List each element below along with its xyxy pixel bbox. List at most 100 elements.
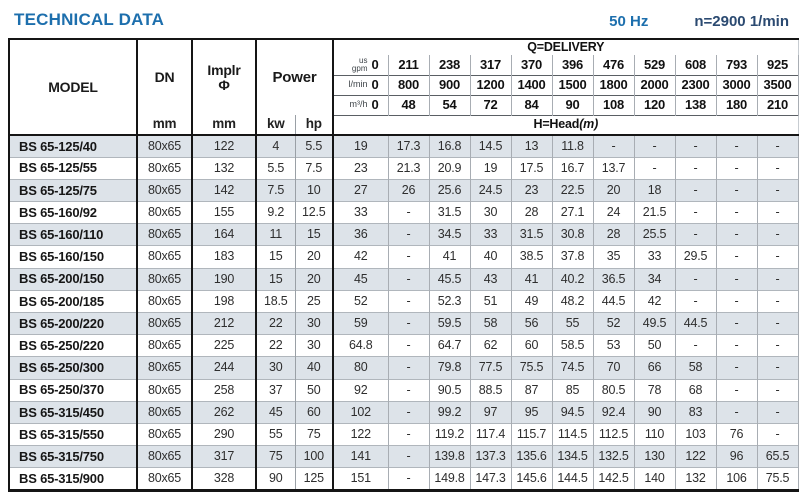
- table-row: BS 65-315/450 80x65 262 45 60 102-99.2 97 95 94.…: [9, 400, 799, 424]
- head-value-cell: 20: [593, 178, 635, 202]
- power-kw-cell: 55: [256, 422, 296, 446]
- head-value-cell: 115.7: [511, 422, 553, 446]
- head-value-cell: 30.8: [552, 223, 594, 246]
- head-value-cell: 122: [675, 445, 717, 468]
- head-value-cell: -: [757, 133, 799, 158]
- head-value-cell: 41: [429, 245, 471, 269]
- flow-value: 210: [757, 94, 799, 115]
- head-value-cell: 33: [634, 245, 676, 269]
- head-value-cell: 14.5: [470, 133, 512, 158]
- head-value-cell: 45: [333, 267, 389, 291]
- model-cell: BS 65-160/150: [9, 245, 138, 269]
- head-value-cell: 58: [470, 311, 512, 335]
- head-value-cell: 27: [333, 178, 389, 202]
- flow-value: 476: [593, 55, 635, 75]
- head-value-cell: 44.5: [593, 289, 635, 313]
- flow-value: 3500: [757, 74, 799, 95]
- head-value-cell: 90.5: [429, 378, 471, 402]
- head-value-cell: 21.5: [634, 201, 676, 224]
- flow-value: 90: [552, 94, 594, 115]
- head-value-cell: 36: [333, 223, 389, 246]
- head-value-cell: 24: [593, 201, 635, 224]
- head-value-cell: -: [388, 334, 430, 357]
- technical-data-table: MODEL DN Implr Φ Power Q=DELIVERY us gpm: [8, 38, 799, 492]
- table-row: BS 65-200/150 80x65 190 15 20 45-45.5 43 41 40.2…: [9, 267, 799, 291]
- head-value-cell: -: [757, 289, 799, 313]
- table-body: BS 65-125/40 80x65 122 4 5.5 19 17.3 16.8 14.5 13…: [9, 133, 799, 490]
- head-value-cell: -: [388, 445, 430, 468]
- head-value-cell: -: [757, 378, 799, 402]
- head-value-cell: 21.3: [388, 156, 430, 180]
- head-value-cell: -: [757, 201, 799, 224]
- head-value-cell: 96: [716, 445, 758, 468]
- flow-value: 800: [388, 74, 430, 95]
- dn-cell: 80x65: [137, 356, 193, 380]
- dn-cell: 80x65: [137, 400, 193, 424]
- flow-value: 72: [470, 94, 512, 115]
- impeller-cell: 142: [192, 178, 257, 202]
- flow-value: 108: [593, 94, 635, 115]
- head-value-cell: 40: [470, 245, 512, 269]
- table-row: BS 65-200/220 80x65 212 22 30 59-59.5 58 56 55 52…: [9, 311, 799, 335]
- dn-unit-mm: mm: [137, 115, 193, 135]
- power-kw-cell: 45: [256, 400, 296, 424]
- impeller-cell: 225: [192, 334, 257, 357]
- power-kw-cell: 30: [256, 356, 296, 380]
- power-hp-cell: 40: [295, 356, 335, 380]
- head-value-cell: 35: [593, 245, 635, 269]
- flow-value: 120: [634, 94, 676, 115]
- impeller-cell: 328: [192, 467, 257, 490]
- head-value-cell: -: [388, 267, 430, 291]
- head-value-cell: -: [716, 178, 758, 202]
- power-kw-cell: 7.5: [256, 178, 296, 202]
- head-value-cell: -: [388, 378, 430, 402]
- power-kw-cell: 18.5: [256, 289, 296, 313]
- head-value-cell: 80.5: [593, 378, 635, 402]
- flow-value: 1200: [470, 74, 512, 95]
- flow-value: 1500: [552, 74, 594, 95]
- head-value-cell: 130: [634, 445, 676, 468]
- head-value-cell: -: [757, 156, 799, 180]
- head-value-cell: 25.6: [429, 178, 471, 202]
- table-row: BS 65-315/900 80x65 328 90 125 151-149.8 147.3…: [9, 467, 799, 490]
- head-value-cell: 90: [634, 400, 676, 424]
- head-value-cell: 87: [511, 378, 553, 402]
- speed-label: n=2900 1/min: [694, 13, 789, 30]
- head-value-cell: 31.5: [511, 223, 553, 246]
- head-value-cell: 36.5: [593, 267, 635, 291]
- head-value-cell: 48.2: [552, 289, 594, 313]
- head-value-cell: 52: [593, 311, 635, 335]
- impeller-cell: 290: [192, 422, 257, 446]
- power-unit-hp: hp: [295, 115, 335, 135]
- table-row: BS 65-160/110 80x65 164 11 15 36-34.5 33 31.5 30…: [9, 223, 799, 246]
- flow-zero-value: 0: [371, 97, 379, 113]
- head-value-cell: 27.1: [552, 201, 594, 224]
- power-hp-cell: 10: [295, 178, 335, 202]
- head-value-cell: -: [716, 201, 758, 224]
- flow-row-usgpm: us gpm 0 211 238 317 370 396 476 529 608 793 925: [9, 55, 799, 75]
- head-value-cell: 50: [634, 334, 676, 357]
- head-value-cell: -: [757, 223, 799, 246]
- head-value-cell: -: [675, 133, 717, 158]
- head-value-cell: 139.8: [429, 445, 471, 468]
- flow-value: 180: [716, 94, 758, 115]
- head-value-cell: 22.5: [552, 178, 594, 202]
- head-value-cell: 103: [675, 422, 717, 446]
- flow-unit-lmin: l/min 0: [333, 74, 389, 95]
- dn-cell: 80x65: [137, 156, 193, 180]
- flow-value: 2000: [634, 74, 676, 95]
- head-value-cell: 33: [470, 223, 512, 246]
- head-value-cell: 31.5: [429, 201, 471, 224]
- model-cell: BS 65-200/185: [9, 289, 138, 313]
- head-value-cell: -: [675, 156, 717, 180]
- power-hp-cell: 25: [295, 289, 335, 313]
- dn-cell: 80x65: [137, 445, 193, 468]
- head-value-cell: 134.5: [552, 445, 594, 468]
- delivery-header: Q=DELIVERY: [527, 39, 605, 54]
- table-row: BS 65-200/185 80x65 198 18.5 25 52-52.3 51 49 48…: [9, 289, 799, 313]
- flow-row-m3h: m³/h 0 48 54 72 84 90 108 120 138 180 210: [9, 94, 799, 115]
- dn-cell: 80x65: [137, 267, 193, 291]
- dn-cell: 80x65: [137, 223, 193, 246]
- head-value-cell: 45.5: [429, 267, 471, 291]
- flow-value: 900: [429, 74, 471, 95]
